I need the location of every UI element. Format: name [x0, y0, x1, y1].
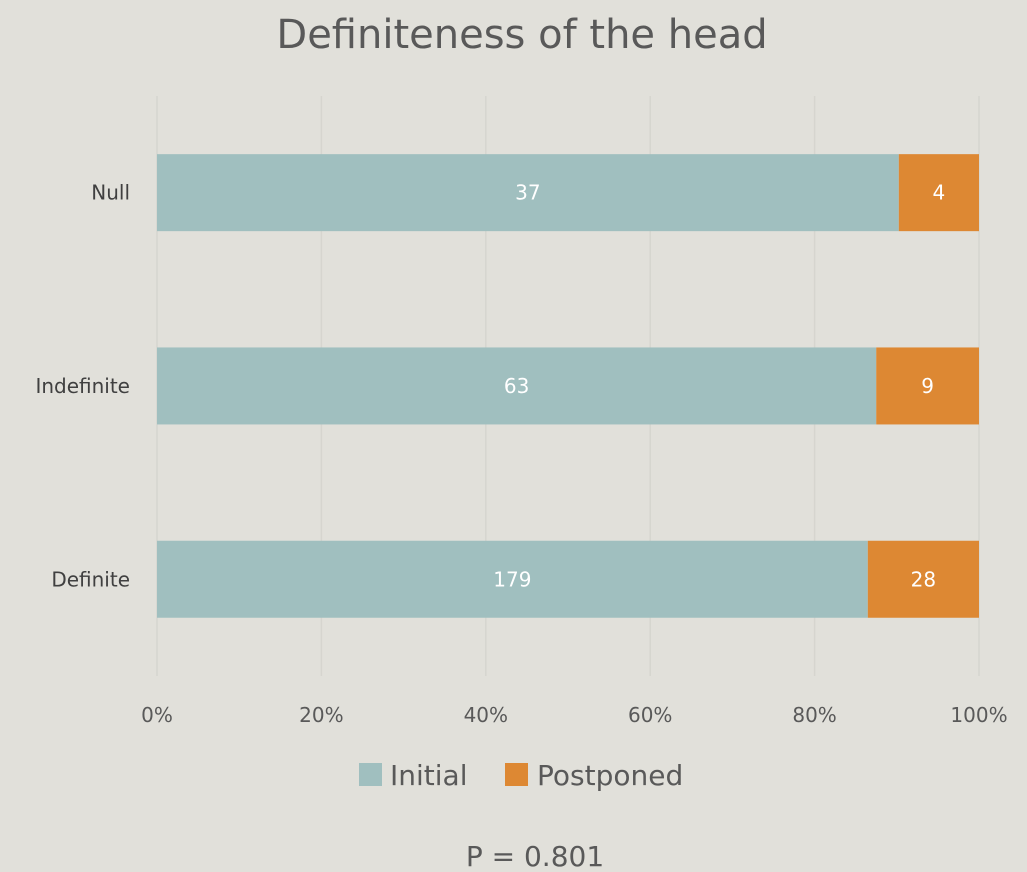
x-tick-label: 100% [950, 703, 1007, 727]
data-label: 4 [933, 181, 946, 205]
x-tick-label: 40% [464, 703, 508, 727]
x-tick-label: 20% [299, 703, 343, 727]
category-label: Definite [51, 567, 130, 591]
category-label: Indefinite [35, 374, 130, 398]
bar-initial-indefinite [157, 347, 877, 425]
x-tick-label: 0% [141, 703, 173, 727]
p-value-note: P = 0.801 [466, 840, 604, 872]
legend-swatch [505, 763, 528, 786]
legend-label: Postponed [537, 759, 683, 792]
bar-initial-null [157, 154, 899, 232]
data-label: 179 [493, 567, 531, 591]
chart-title: Definiteness of the head [276, 12, 767, 58]
bar-initial-definite [157, 540, 868, 618]
data-label: 37 [515, 181, 540, 205]
legend-label: Initial [390, 759, 467, 792]
x-tick-label: 80% [792, 703, 836, 727]
category-axis: Null Indefinite Definite [35, 181, 130, 592]
bar-postponed-indefinite [876, 347, 979, 425]
category-label: Null [91, 181, 130, 205]
bars: 37 4 63 9 179 28 [157, 154, 979, 618]
bar-postponed-null [898, 154, 979, 232]
data-label: 63 [504, 374, 529, 398]
data-label: 9 [921, 374, 934, 398]
bar-postponed-definite [867, 540, 979, 618]
legend-swatch [359, 763, 382, 786]
data-label: 28 [911, 567, 936, 591]
value-axis: 0% 20% 40% 60% 80% 100% [141, 703, 1007, 727]
x-tick-label: 60% [628, 703, 672, 727]
legend: Initial Postponed [359, 759, 683, 792]
